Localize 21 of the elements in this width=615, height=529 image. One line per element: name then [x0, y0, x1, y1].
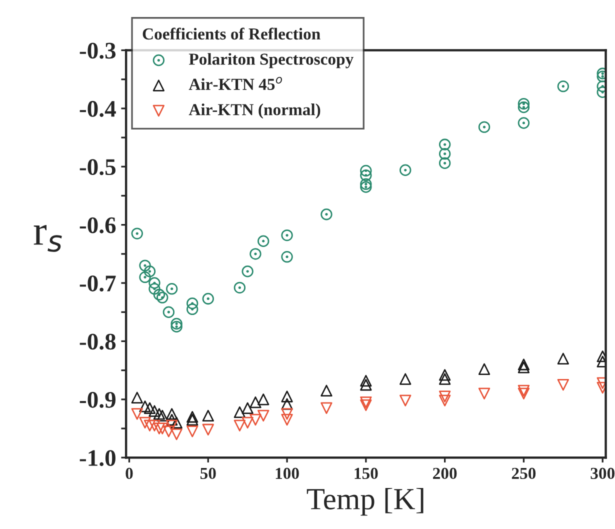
legend-label: Polariton Spectroscopy — [188, 53, 354, 68]
legend-title: Coefficients of Reflection — [142, 28, 320, 40]
x-tick-label: 150 — [354, 468, 378, 480]
y-tick-label: -0.4 — [80, 100, 116, 117]
x-axis-title: Temp [K] — [306, 488, 424, 516]
y-tick-label: -0.5 — [80, 159, 116, 176]
y-tick-label: -1.0 — [80, 450, 116, 466]
legend-label: Air-KTN (normal) — [188, 104, 320, 119]
y-tick-label: -0.7 — [80, 276, 116, 292]
y-tick-label: -0.6 — [80, 217, 116, 234]
x-tick-label: 50 — [200, 468, 216, 480]
x-tick-label: 0 — [126, 468, 133, 480]
y-axis-title: r$_{s}$ — [34, 225, 62, 252]
x-tick-label: 100 — [276, 468, 299, 480]
legend-label: Air-KTN 45$^{o}$ — [188, 76, 282, 90]
x-tick-label: 300 — [590, 468, 614, 480]
x-tick-label: 200 — [433, 468, 457, 480]
y-tick-label: -0.8 — [80, 334, 116, 350]
y-tick-label: -0.3 — [80, 42, 116, 59]
x-tick-label: 250 — [512, 468, 536, 480]
y-tick-label: -0.9 — [80, 392, 116, 408]
